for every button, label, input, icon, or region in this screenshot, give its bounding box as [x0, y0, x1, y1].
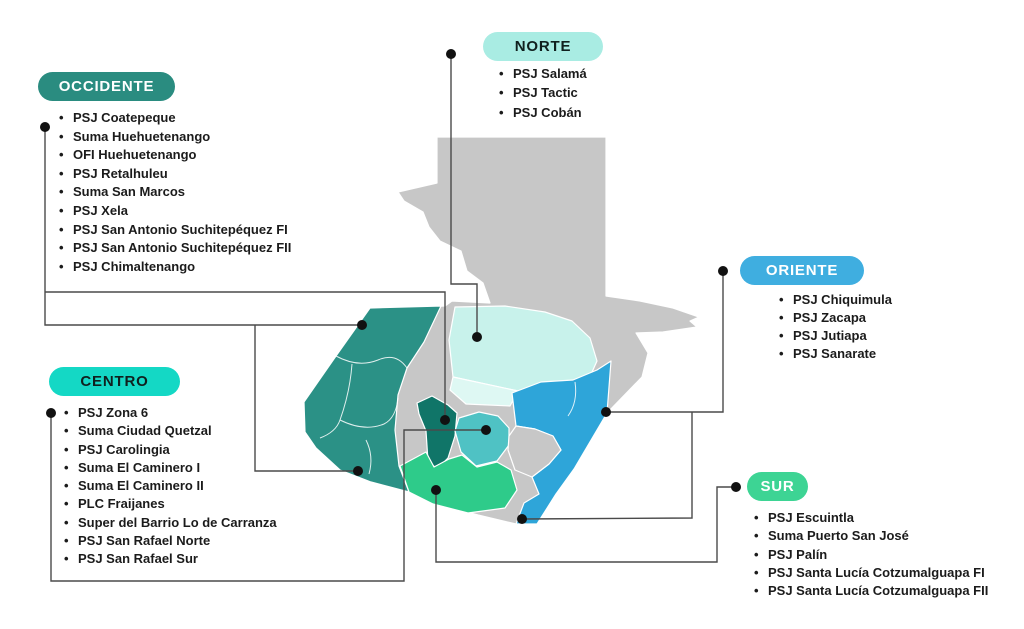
- sur-list: PSJ Escuintla Suma Puerto San José PSJ P…: [754, 509, 988, 600]
- list-item: PLC Fraijanes: [64, 495, 277, 513]
- list-item: PSJ Salamá: [499, 64, 587, 83]
- list-item: Suma El Caminero II: [64, 477, 277, 495]
- dot-occidente-badge: [40, 122, 50, 132]
- dept-border-line: [567, 381, 577, 417]
- list-item: Suma Huehuetenango: [59, 128, 291, 147]
- norte-list: PSJ Salamá PSJ Tactic PSJ Cobán: [499, 64, 587, 122]
- list-item: PSJ Santa Lucía Cotzumalguapa FI: [754, 564, 988, 582]
- list-item: Suma Ciudad Quetzal: [64, 422, 277, 440]
- list-item: PSJ San Rafael Sur: [64, 550, 277, 568]
- connector-norte: [450, 54, 478, 337]
- list-item: PSJ Zona 6: [64, 404, 277, 422]
- connector-oriente-1: [606, 271, 724, 413]
- badge-centro: CENTRO: [49, 367, 180, 396]
- list-item: Super del Barrio Lo de Carranza: [64, 514, 277, 532]
- badge-occidente: OCCIDENTE: [38, 72, 175, 101]
- oriente-list: PSJ Chiquimula PSJ Zacapa PSJ Jutiapa PS…: [779, 291, 892, 363]
- dot-map-oriente-south: [517, 514, 527, 524]
- list-item: PSJ San Antonio Suchitepéquez FI: [59, 221, 291, 240]
- dot-map-coast-occidente: [353, 466, 363, 476]
- map-region-sur: [399, 451, 518, 514]
- dot-map-norte: [472, 332, 482, 342]
- connector-sur: [435, 486, 736, 563]
- list-item: PSJ Escuintla: [754, 509, 988, 527]
- dot-map-sur: [431, 485, 441, 495]
- list-item: OFI Huehuetenango: [59, 146, 291, 165]
- dot-map-oriente-east: [601, 407, 611, 417]
- list-item: PSJ Xela: [59, 202, 291, 221]
- connector-oriente-2: [521, 412, 693, 520]
- dot-centro-badge: [46, 408, 56, 418]
- list-item: PSJ Cobán: [499, 103, 587, 122]
- dot-map-huehuetenango: [357, 320, 367, 330]
- list-item: PSJ Retalhuleu: [59, 165, 291, 184]
- dot-norte-badge: [446, 49, 456, 59]
- map-region-norte-lower: [449, 376, 519, 407]
- dot-sur-badge: [731, 482, 741, 492]
- dept-border-line: [339, 397, 399, 428]
- list-item: PSJ Zacapa: [779, 309, 892, 327]
- dot-map-chimaltenango: [440, 415, 450, 425]
- connector-centro: [50, 413, 486, 582]
- centro-list: PSJ Zona 6 Suma Ciudad Quetzal PSJ Carol…: [64, 404, 277, 569]
- dept-border-line: [335, 355, 408, 369]
- list-item: Suma El Caminero I: [64, 459, 277, 477]
- list-item: PSJ Jutiapa: [779, 327, 892, 345]
- list-item: PSJ Sanarate: [779, 345, 892, 363]
- badge-norte: NORTE: [483, 32, 603, 61]
- dot-map-centro: [481, 425, 491, 435]
- list-item: PSJ Carolingia: [64, 441, 277, 459]
- occidente-list: PSJ Coatepeque Suma Huehuetenango OFI Hu…: [59, 109, 291, 276]
- list-item: PSJ San Rafael Norte: [64, 532, 277, 550]
- map-region-centro: [454, 411, 510, 467]
- list-item: PSJ Coatepeque: [59, 109, 291, 128]
- connector-occidente-2: [45, 291, 446, 420]
- badge-sur: SUR: [747, 472, 808, 501]
- map-wedge-gray: [507, 425, 562, 478]
- list-item: PSJ Chimaltenango: [59, 258, 291, 277]
- list-item: PSJ Chiquimula: [779, 291, 892, 309]
- connector-occidente-1: [44, 127, 362, 326]
- list-item: Suma Puerto San José: [754, 527, 988, 545]
- dept-border-line: [365, 439, 372, 475]
- badge-oriente: ORIENTE: [740, 256, 864, 285]
- list-item: PSJ Santa Lucía Cotzumalguapa FII: [754, 582, 988, 600]
- list-item: PSJ San Antonio Suchitepéquez FII: [59, 239, 291, 258]
- list-item: PSJ Palín: [754, 546, 988, 564]
- list-item: PSJ Tactic: [499, 83, 587, 102]
- list-item: Suma San Marcos: [59, 183, 291, 202]
- map-region-norte: [448, 305, 598, 392]
- map-region-chimaltenango: [416, 395, 458, 470]
- dot-oriente-badge: [718, 266, 728, 276]
